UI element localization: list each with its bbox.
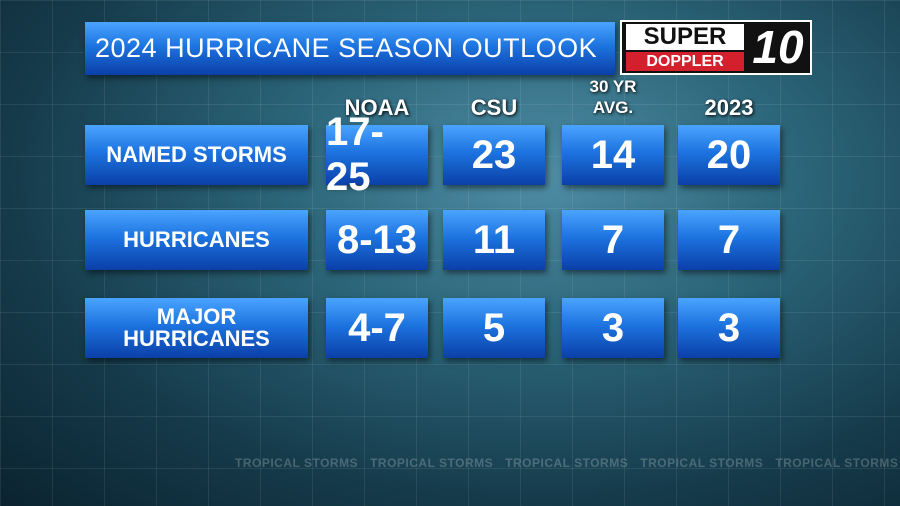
column-header: NOAA	[344, 95, 410, 120]
value-cell: 7	[562, 210, 664, 270]
ticker-text: TROPICAL STORMS	[775, 456, 899, 470]
logo: SUPER DOPPLER 10	[620, 20, 812, 75]
value-cell: 14	[562, 125, 664, 185]
ticker-text: TROPICAL STORMS	[235, 456, 359, 470]
logo-line1: SUPER	[626, 24, 744, 50]
ticker-text: TROPICAL STORMS	[370, 456, 494, 470]
value-cell: 4-7	[326, 298, 428, 358]
background-ticker: TROPICAL STORMS TROPICAL STORMS TROPICAL S…	[235, 456, 900, 470]
logo-number: 10	[752, 21, 804, 73]
value-cell: 8-13	[326, 210, 428, 270]
ticker-text: TROPICAL STORMS	[640, 456, 764, 470]
value-cell: 23	[443, 125, 545, 185]
value-cell: 3	[678, 298, 780, 358]
row-label: NAMED STORMS	[85, 125, 308, 185]
value-cell: 5	[443, 298, 545, 358]
row-label: MAJOR HURRICANES	[85, 298, 308, 358]
ticker-text: TROPICAL STORMS	[505, 456, 629, 470]
row-label: HURRICANES	[85, 210, 308, 270]
column-header: 2023	[704, 95, 754, 120]
value-cell: 7	[678, 210, 780, 270]
value-cell: 11	[443, 210, 545, 270]
column-header: CSU	[470, 95, 518, 120]
logo-line2: DOPPLER	[626, 52, 744, 71]
column-header: 30 YR AVG.	[589, 77, 637, 117]
value-cell: 17-25	[326, 110, 428, 199]
value-cell: 3	[562, 298, 664, 358]
title-bar: 2024 HURRICANE SEASON OUTLOOK	[85, 22, 615, 75]
value-cell: 20	[678, 125, 780, 185]
